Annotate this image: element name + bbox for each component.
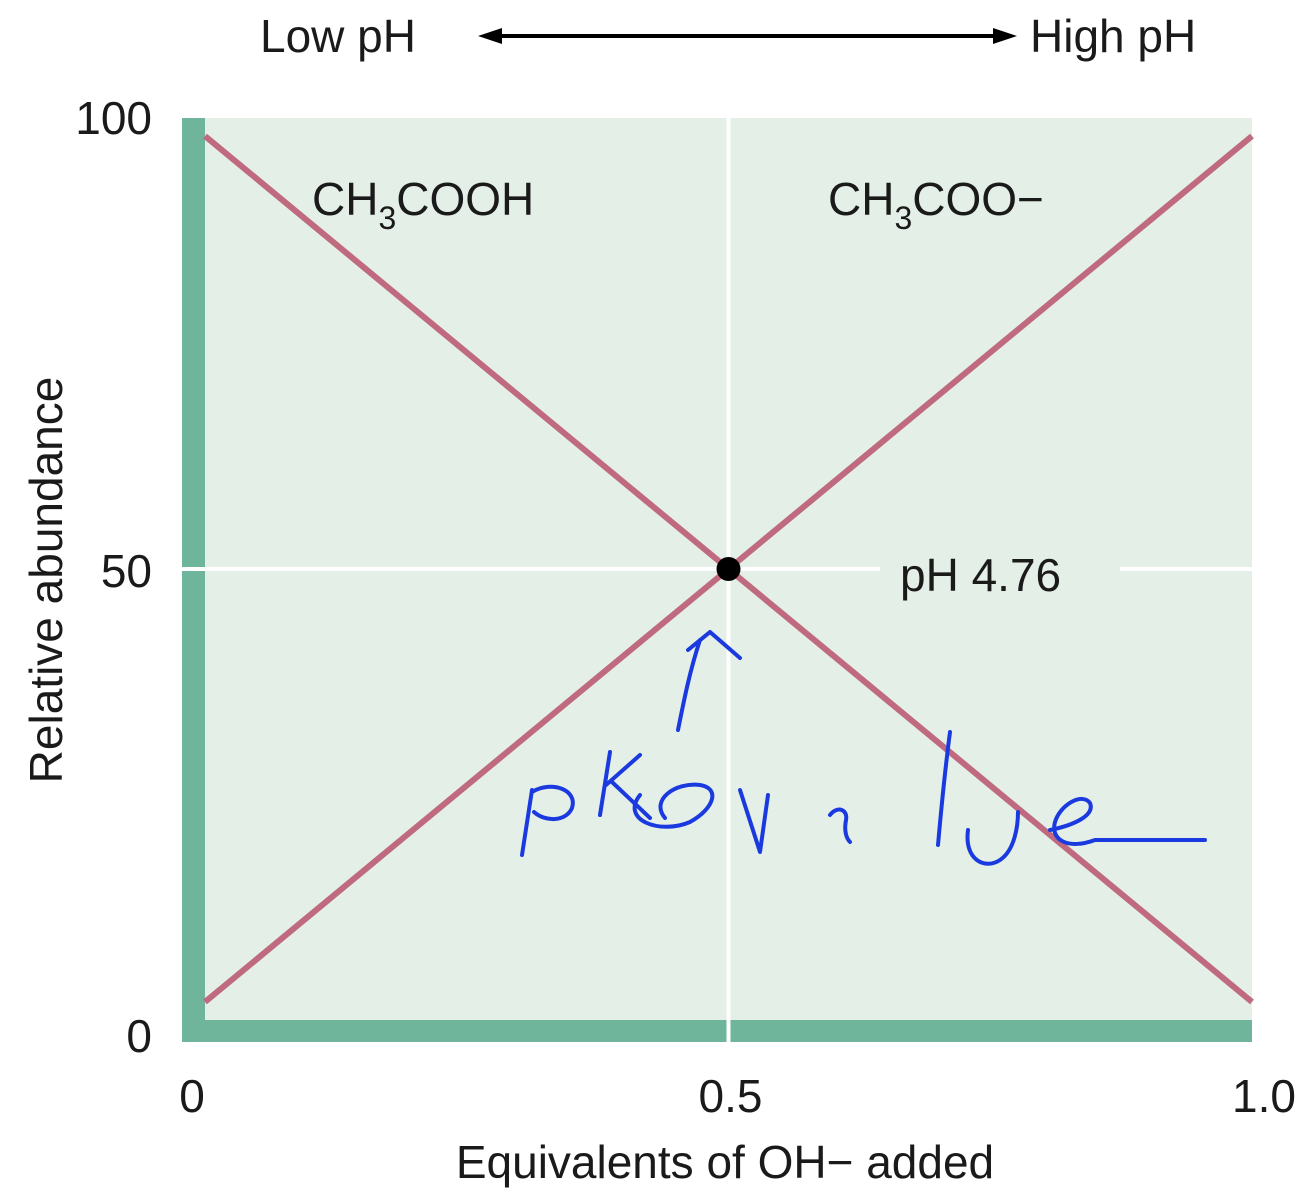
y-tick-label: 50 <box>101 545 152 597</box>
x-tick-label: 0.5 <box>699 1070 763 1122</box>
handwritten-a <box>632 782 715 829</box>
y-axis-title: Relative abundance <box>20 377 72 784</box>
handwritten-a2 <box>828 807 852 844</box>
arrow-left-icon <box>478 28 502 44</box>
x-axis-title: Equivalents of OH− added <box>456 1136 994 1188</box>
handwritten-pka-annotation <box>520 630 1207 866</box>
handwritten-l <box>936 730 952 847</box>
arrow-right-icon <box>993 28 1017 44</box>
handwritten-arrow-head <box>686 630 742 660</box>
x-tick-label: 0 <box>179 1070 205 1122</box>
series-label-ch3cooh: CH3COOH <box>312 173 534 236</box>
handwritten-v <box>738 788 770 854</box>
y-axis-band <box>182 118 205 1042</box>
low-ph-label: Low pH <box>260 10 416 62</box>
handwritten-k <box>598 750 652 820</box>
y-tick-label: 0 <box>126 1010 152 1062</box>
x-tick-label: 1.0 <box>1232 1070 1296 1122</box>
series-label-ch3coo: CH3COO− <box>828 173 1044 236</box>
point-label-background <box>880 533 1120 605</box>
handwritten-u <box>965 810 1020 866</box>
handwritten-e <box>1048 796 1207 846</box>
handwritten-arrow-shaft <box>676 638 702 732</box>
handwritten-p <box>520 784 575 857</box>
half-equivalence-point <box>716 557 741 581</box>
y-tick-label: 100 <box>75 92 152 144</box>
x-axis-band <box>182 1020 1252 1042</box>
high-ph-label: High pH <box>1030 10 1196 62</box>
point-label: pH 4.76 <box>900 549 1061 601</box>
